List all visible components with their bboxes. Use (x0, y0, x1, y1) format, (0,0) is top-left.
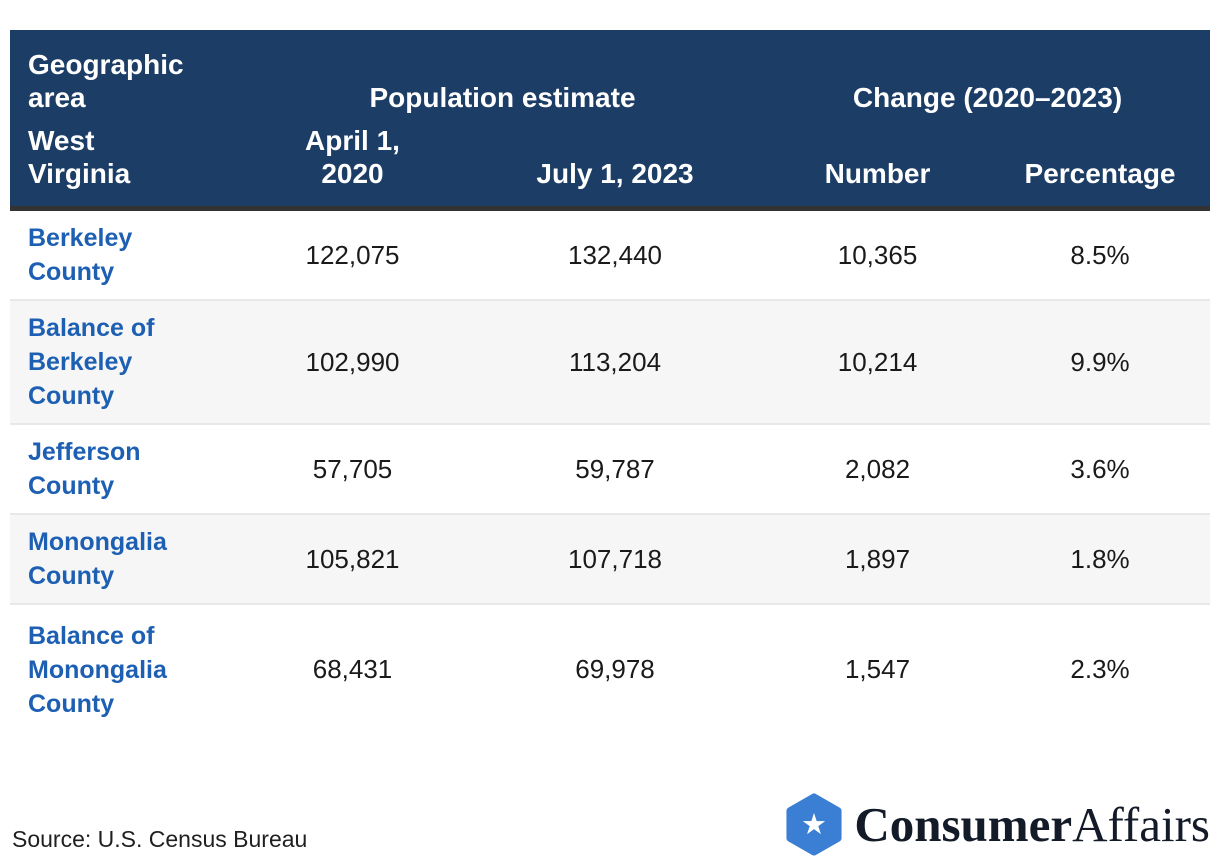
pop-2020-value: 122,075 (305, 239, 400, 270)
table-header-group-row: Geographic area Population estimate Chan… (10, 30, 1211, 118)
header-population-estimate: Population estimate (240, 30, 766, 118)
header-west-virginia: West Virginia (10, 118, 240, 211)
pop-2023-value: 59,787 (465, 423, 766, 514)
table-row: Balance of Monongalia County 68,431 69,9… (10, 603, 1211, 734)
header-change-2020-2023: Change (2020–2023) (765, 30, 1211, 118)
change-number-value: 1,897 (765, 513, 991, 604)
header-number: Number (765, 118, 991, 211)
header-april-1-2020: April 1, 2020 (240, 118, 465, 211)
star-hexagon-icon: ★ (786, 793, 842, 856)
population-table: Geographic area Population estimate Chan… (10, 30, 1211, 734)
table-row: Berkeley County 122,075 132,440 10,365 8… (10, 208, 1211, 300)
table-row: Balance of Berkeley County 102,990 113,2… (10, 299, 1211, 424)
header-july-1-2023: July 1, 2023 (465, 118, 766, 211)
change-pct-value: 1.8% (990, 513, 1211, 604)
table-header-columns-row: West Virginia April 1, 2020 July 1, 2023… (10, 118, 1211, 211)
change-number-value: 2,082 (765, 423, 991, 514)
pop-2023-value: 113,204 (465, 299, 766, 424)
change-pct-value: 2.3% (990, 603, 1211, 734)
change-number-value: 10,214 (765, 299, 991, 424)
header-percentage: Percentage (990, 118, 1211, 211)
table-row: Jefferson County 57,705 59,787 2,082 3.6… (10, 423, 1211, 514)
change-pct-value: 8.5% (1070, 239, 1130, 270)
area-link-balance-of-berkeley-county[interactable]: Balance of Berkeley County (10, 299, 240, 424)
area-link-jefferson-county[interactable]: Jefferson County (10, 423, 240, 514)
change-pct-value: 3.6% (990, 423, 1211, 514)
area-link-berkeley-county[interactable]: Berkeley County (28, 224, 133, 286)
change-pct-value: 9.9% (990, 299, 1211, 424)
pop-2020-value: 105,821 (240, 513, 465, 604)
area-link-balance-of-monongalia-county[interactable]: Balance of Monongalia County (10, 603, 240, 734)
consumeraffairs-logo: ★ ConsumerAffairs (785, 793, 1210, 856)
pop-2023-value: 107,718 (465, 513, 766, 604)
change-number-value: 10,365 (837, 239, 918, 270)
source-note: Source: U.S. Census Bureau (12, 826, 308, 852)
header-geographic-area: Geographic area (10, 30, 240, 118)
table-header: Geographic area Population estimate Chan… (10, 30, 1211, 211)
change-number-value: 1,547 (765, 603, 991, 734)
logo-consumer-text: Consumer (854, 797, 1073, 852)
table-row: Monongalia County 105,821 107,718 1,897 … (10, 513, 1211, 604)
area-link-monongalia-county[interactable]: Monongalia County (10, 513, 240, 604)
pop-2023-value: 132,440 (568, 239, 662, 270)
star-icon: ★ (801, 809, 827, 841)
pop-2020-value: 57,705 (240, 423, 465, 514)
pop-2020-value: 68,431 (240, 603, 465, 734)
logo-affairs-text: Affairs (1072, 797, 1210, 852)
pop-2020-value: 102,990 (240, 299, 465, 424)
table-body: Berkeley County 122,075 132,440 10,365 8… (10, 208, 1211, 734)
pop-2023-value: 69,978 (465, 603, 766, 734)
logo-wordmark: ConsumerAffairs (854, 800, 1210, 849)
